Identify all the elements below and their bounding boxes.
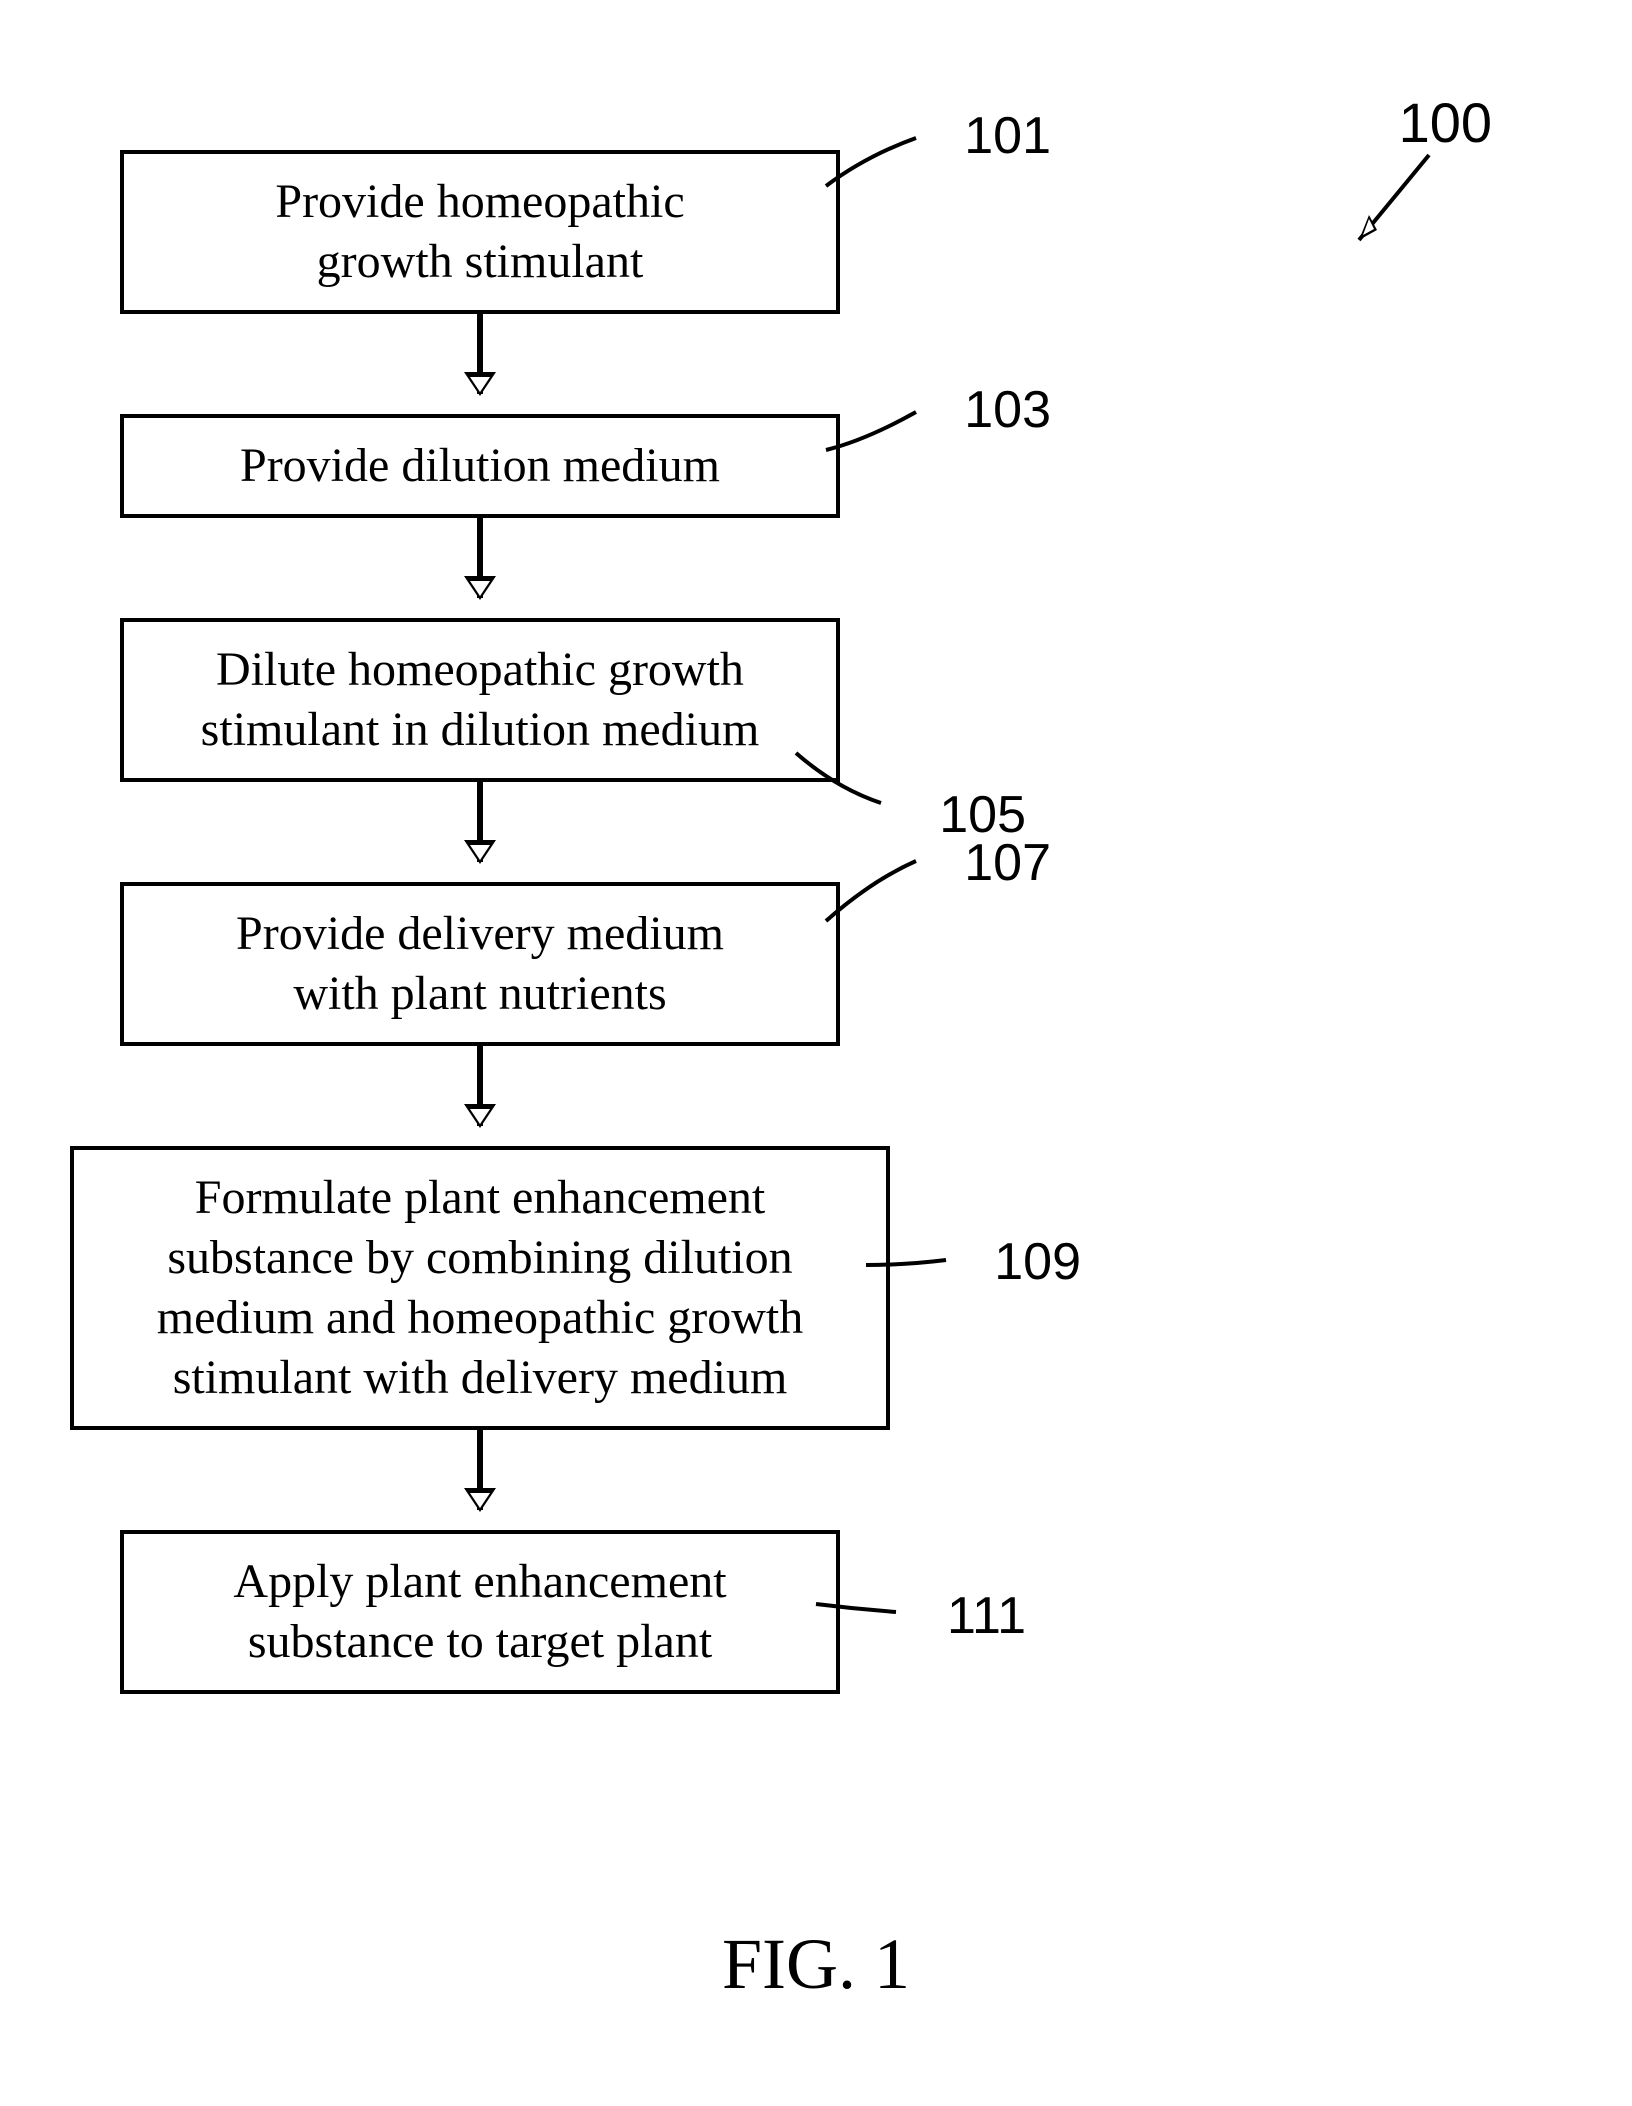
arrow-head-fill-icon xyxy=(470,1109,490,1124)
flowchart-node-4: Provide delivery medium with plant nutri… xyxy=(120,882,840,1046)
arrow-line-icon xyxy=(477,518,483,598)
arrow-line-icon xyxy=(477,1046,483,1126)
node-text: Dilute homeopathic growth xyxy=(154,640,806,700)
arrow-line-icon xyxy=(477,314,483,394)
diagram-reference-pointer: 100 xyxy=(1399,90,1492,155)
node-text: substance to target plant xyxy=(154,1612,806,1672)
reference-label: 109 xyxy=(994,1230,1081,1295)
node-text: stimulant with delivery medium xyxy=(104,1348,856,1408)
arrow-head-fill-icon xyxy=(470,1493,490,1508)
flowchart-node-6: Apply plant enhancement substance to tar… xyxy=(120,1530,840,1694)
leader-line-icon xyxy=(816,1584,936,1634)
reference-label: 111 xyxy=(947,1584,1026,1649)
arrow-head-fill-icon xyxy=(470,581,490,596)
reference-label: 107 xyxy=(964,831,1051,896)
node-text: Provide dilution medium xyxy=(154,436,806,496)
flowchart-node-5: Formulate plant enhancement substance by… xyxy=(70,1146,890,1430)
node-text: Provide delivery medium xyxy=(154,904,806,964)
leader-line-icon xyxy=(826,851,966,941)
leader-line-icon xyxy=(866,1240,986,1290)
reference-label: 101 xyxy=(964,104,1051,169)
pointer-arrow-icon xyxy=(1339,145,1459,265)
flowchart-arrow xyxy=(120,1046,840,1146)
leader-line-icon xyxy=(826,400,966,470)
arrow-line-icon xyxy=(477,1430,483,1510)
node-text: Formulate plant enhancement xyxy=(104,1168,856,1228)
flowchart-arrow xyxy=(120,314,840,414)
diagram-reference-label: 100 xyxy=(1399,91,1492,154)
reference-label: 103 xyxy=(964,378,1051,443)
node-text: stimulant in dilution medium xyxy=(154,700,806,760)
node-text: medium and homeopathic growth xyxy=(104,1288,856,1348)
leader-line-icon xyxy=(826,126,966,206)
flowchart-container: Provide homeopathic growth stimulant 101… xyxy=(120,150,1020,1694)
node-text: Provide homeopathic xyxy=(154,172,806,232)
node-text: growth stimulant xyxy=(154,232,806,292)
flowchart-arrow xyxy=(120,782,840,882)
arrow-head-fill-icon xyxy=(470,377,490,392)
node-text: substance by combining dilution xyxy=(104,1228,856,1288)
flowchart-arrow xyxy=(120,518,840,618)
node-text: Apply plant enhancement xyxy=(154,1552,806,1612)
flowchart-node-1: Provide homeopathic growth stimulant 101 xyxy=(120,150,840,314)
flowchart-node-2: Provide dilution medium 103 xyxy=(120,414,840,518)
flowchart-node-3: Dilute homeopathic growth stimulant in d… xyxy=(120,618,840,782)
flowchart-arrow xyxy=(120,1430,840,1530)
node-text: with plant nutrients xyxy=(154,964,806,1024)
figure-caption: FIG. 1 xyxy=(722,1923,910,2006)
arrow-head-fill-icon xyxy=(470,845,490,860)
arrow-line-icon xyxy=(477,782,483,862)
